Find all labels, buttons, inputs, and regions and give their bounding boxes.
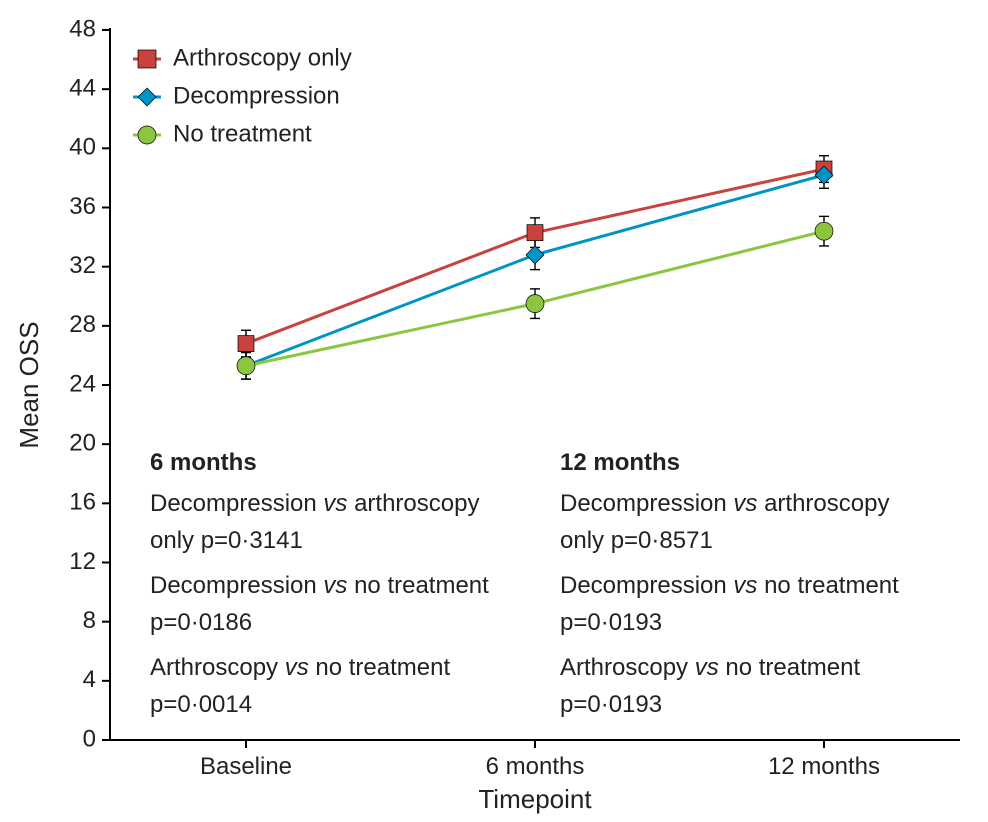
legend-label: No treatment bbox=[173, 120, 312, 147]
stats-line: Arthroscopy vs no treatment bbox=[150, 654, 450, 681]
y-tick-label: 48 bbox=[69, 15, 96, 42]
y-tick-label: 12 bbox=[69, 548, 96, 575]
series-marker bbox=[526, 295, 544, 313]
y-tick-label: 32 bbox=[69, 252, 96, 279]
stats-line: Decompression vs arthroscopy bbox=[150, 490, 479, 517]
stats-line: Decompression vs arthroscopy bbox=[560, 490, 889, 517]
x-axis-title: Timepoint bbox=[478, 784, 592, 814]
x-tick-label: 6 months bbox=[486, 753, 585, 780]
y-tick-label: 28 bbox=[69, 311, 96, 338]
x-tick-label: 12 months bbox=[768, 753, 880, 780]
y-tick-label: 16 bbox=[69, 489, 96, 516]
series-marker bbox=[526, 246, 544, 264]
line-chart: 04812162024283236404448Baseline6 months1… bbox=[0, 0, 988, 822]
y-tick-label: 20 bbox=[69, 430, 96, 457]
y-tick-label: 8 bbox=[83, 607, 96, 634]
y-tick-label: 24 bbox=[69, 370, 96, 397]
x-tick-label: Baseline bbox=[200, 753, 292, 780]
y-tick-label: 44 bbox=[69, 75, 96, 102]
series-marker bbox=[527, 225, 543, 241]
stats-line: Arthroscopy vs no treatment bbox=[560, 654, 860, 681]
stats-line: only p=0·8571 bbox=[560, 527, 713, 554]
legend-marker bbox=[138, 88, 156, 106]
y-tick-label: 36 bbox=[69, 193, 96, 220]
y-axis-title: Mean OSS bbox=[14, 321, 44, 448]
stats-title: 12 months bbox=[560, 449, 680, 476]
stats-line: p=0·0193 bbox=[560, 609, 662, 636]
stats-line: p=0·0014 bbox=[150, 691, 252, 718]
chart-container: 04812162024283236404448Baseline6 months1… bbox=[0, 0, 988, 822]
y-tick-label: 4 bbox=[83, 666, 96, 693]
legend-label: Arthroscopy only bbox=[173, 44, 352, 71]
stats-title: 6 months bbox=[150, 449, 257, 476]
legend-marker bbox=[138, 126, 156, 144]
series-marker bbox=[815, 222, 833, 240]
series-marker bbox=[237, 357, 255, 375]
series-line bbox=[246, 175, 824, 366]
stats-line: Decompression vs no treatment bbox=[150, 572, 489, 599]
series-marker bbox=[238, 336, 254, 352]
legend-marker bbox=[138, 50, 156, 68]
stats-line: only p=0·3141 bbox=[150, 527, 303, 554]
y-tick-label: 40 bbox=[69, 134, 96, 161]
legend-label: Decompression bbox=[173, 82, 340, 109]
stats-line: p=0·0193 bbox=[560, 691, 662, 718]
stats-line: p=0·0186 bbox=[150, 609, 252, 636]
y-tick-label: 0 bbox=[83, 725, 96, 752]
stats-line: Decompression vs no treatment bbox=[560, 572, 899, 599]
